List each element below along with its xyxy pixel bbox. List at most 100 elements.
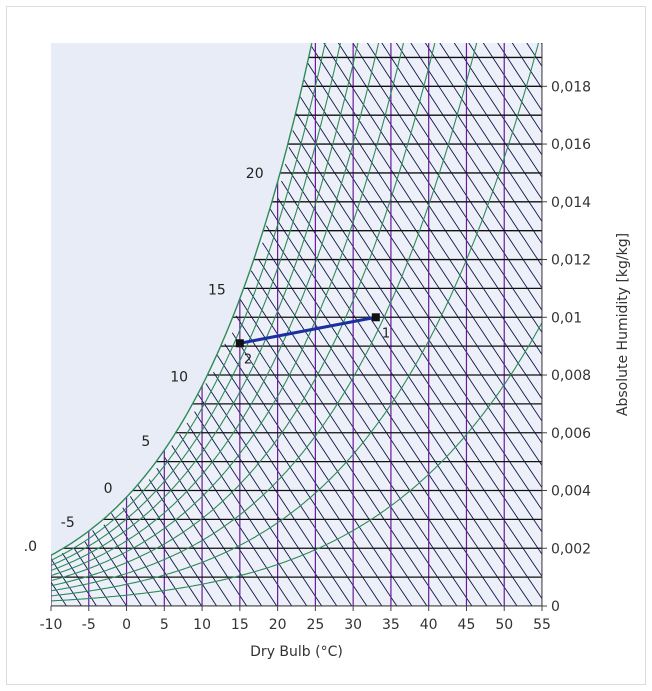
x-tick-label: 50 bbox=[495, 617, 513, 633]
wet-bulb-label: .0 bbox=[24, 539, 37, 555]
enthalpy-line bbox=[216, 354, 383, 606]
process-line: 12 bbox=[235, 313, 390, 367]
process-point-label: 1 bbox=[382, 326, 390, 341]
enthalpy-line bbox=[73, 547, 113, 606]
chart-zone bbox=[51, 43, 542, 606]
relative-humidity-curves bbox=[51, 43, 542, 602]
enthalpy-line bbox=[410, 43, 542, 244]
enthalpy-line bbox=[482, 43, 542, 134]
enthalpy-line bbox=[277, 197, 542, 599]
enthalpy-line bbox=[197, 394, 338, 606]
wet-bulb-label: 10 bbox=[170, 370, 188, 386]
enthalpy-line bbox=[311, 46, 542, 400]
enthalpy-line bbox=[92, 530, 143, 606]
wet-bulb-labels: 20 15 10 5 0 -5 .0 bbox=[24, 166, 264, 555]
rh-curve bbox=[51, 322, 542, 602]
psychrometric-chart: -10 -5 0 5 10 15 20 25 30 35 40 45 50 55 00,0020,0040… bbox=[24, 7, 631, 660]
wet-bulb-label: 15 bbox=[208, 283, 226, 299]
wet-bulb-label: 20 bbox=[246, 166, 264, 182]
x-tick-label: 25 bbox=[306, 617, 324, 633]
enthalpy-line bbox=[292, 130, 542, 511]
enthalpy-line bbox=[213, 371, 368, 606]
enthalpy-line bbox=[288, 147, 542, 533]
y-tick-labels: 0 0,002 0,004 0,006 0,008 0,01 0,012 0,014 0,016… bbox=[542, 79, 591, 615]
process-point-label: 2 bbox=[244, 352, 252, 367]
enthalpy-line bbox=[337, 43, 542, 355]
enthalpy-line bbox=[303, 79, 542, 444]
enthalpy-line bbox=[299, 96, 542, 466]
x-tick-label: 30 bbox=[344, 617, 362, 633]
enthalpy-line bbox=[148, 479, 233, 606]
wet-bulb-label: 0 bbox=[104, 481, 113, 497]
rh-curve bbox=[51, 43, 478, 592]
enthalpy-line bbox=[453, 43, 542, 178]
x-tick-label: 10 bbox=[193, 617, 211, 633]
process-point-1 bbox=[371, 313, 380, 322]
enthalpy-line bbox=[307, 62, 542, 422]
rh-curve bbox=[51, 43, 359, 572]
enthalpy-line bbox=[258, 259, 488, 606]
y-tick-label: 0,006 bbox=[551, 426, 591, 442]
enthalpy-line bbox=[224, 343, 398, 606]
y-axis-label: Absolute Humidity [kg/kg] bbox=[615, 233, 631, 416]
enthalpy-line bbox=[111, 513, 173, 606]
y-tick-label: 0,012 bbox=[551, 253, 591, 269]
x-tick-label: 40 bbox=[420, 617, 438, 633]
x-tick-label: 5 bbox=[160, 617, 169, 633]
enthalpy-line bbox=[424, 43, 542, 222]
enthalpy-line bbox=[439, 43, 542, 200]
x-tick-label: 35 bbox=[382, 617, 400, 633]
enthalpy-line bbox=[265, 225, 518, 606]
x-tick-label: 0 bbox=[122, 617, 131, 633]
x-tick-labels: -10 -5 0 5 10 15 20 25 30 35 40 45 50 55 bbox=[40, 606, 551, 633]
wet-bulb-label: -5 bbox=[61, 515, 75, 531]
x-axis-label: Dry Bulb (°C) bbox=[250, 644, 343, 660]
x-tick-label: -10 bbox=[40, 617, 63, 633]
enthalpy-line bbox=[194, 411, 323, 606]
x-tick-label: 15 bbox=[231, 617, 249, 633]
enthalpy-line bbox=[51, 558, 83, 606]
enthalpy-line bbox=[296, 113, 542, 488]
enthalpy-line bbox=[163, 456, 263, 606]
enthalpy-line bbox=[281, 180, 542, 577]
enthalpy-line bbox=[122, 507, 188, 606]
x-tick-label: 45 bbox=[458, 617, 476, 633]
enthalpy-line bbox=[179, 433, 293, 606]
y-tick-label: 0,008 bbox=[551, 368, 591, 384]
enthalpy-line bbox=[186, 422, 308, 606]
rh-curve bbox=[51, 43, 313, 556]
y-tick-label: 0,018 bbox=[551, 79, 591, 95]
enthalpy-line bbox=[205, 383, 353, 606]
enthalpy-line bbox=[156, 467, 248, 606]
wet-bulb-label: 5 bbox=[141, 434, 150, 450]
y-tick-label: 0,014 bbox=[551, 195, 591, 211]
enthalpy-line bbox=[368, 7, 542, 22]
rh-curve bbox=[51, 43, 436, 587]
enthalpy-line bbox=[540, 43, 542, 45]
chart-frame: -10 -5 0 5 10 15 20 25 30 35 40 45 50 55 0 0,002 0,004 0… bbox=[6, 6, 646, 685]
enthalpy-line bbox=[381, 43, 542, 289]
x-tick-label: 55 bbox=[533, 617, 551, 633]
y-tick-label: 0,002 bbox=[551, 541, 591, 557]
enthalpy-line bbox=[352, 43, 542, 333]
y-tick-label: 0,004 bbox=[551, 484, 591, 500]
enthalpy-line bbox=[250, 270, 473, 606]
saturation-region bbox=[51, 43, 542, 606]
enthalpy-line bbox=[171, 445, 278, 606]
enthalpy-line bbox=[366, 43, 542, 311]
enthalpy-line bbox=[497, 43, 542, 111]
y-tick-label: 0,01 bbox=[551, 310, 582, 326]
enthalpy-line bbox=[51, 581, 68, 606]
rh-curve bbox=[51, 43, 341, 566]
enthalpy-line bbox=[468, 43, 542, 156]
enthalpy-line bbox=[231, 332, 413, 606]
process-point-2 bbox=[235, 339, 244, 348]
enthalpy-line bbox=[84, 541, 128, 606]
enthalpy-line bbox=[395, 43, 542, 267]
y-tick-label: 0,016 bbox=[551, 137, 591, 153]
rh-curve bbox=[51, 43, 380, 577]
grid-lines bbox=[51, 7, 542, 606]
y-tick-label: 0 bbox=[551, 599, 560, 615]
x-tick-label: 20 bbox=[269, 617, 287, 633]
rh-curve bbox=[51, 43, 540, 597]
